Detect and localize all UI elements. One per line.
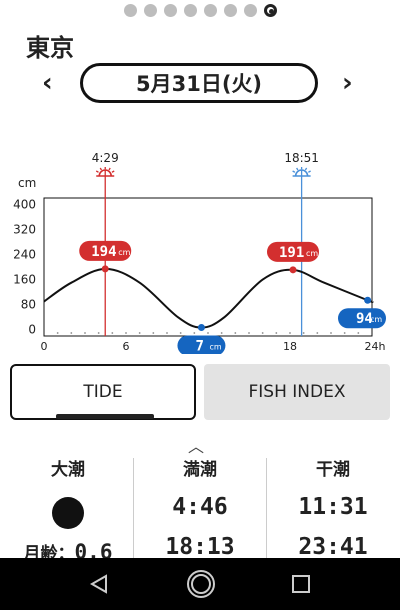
page-dot[interactable] [163,4,177,17]
page-dot[interactable] [243,4,257,17]
x-tick-label: 0 [41,340,48,353]
tide-point [101,265,109,273]
tide-point [364,296,372,304]
chevron-up-icon[interactable]: ︿ [188,437,205,456]
y-tick-label: 240 [13,247,36,261]
x-minor-tick [125,332,127,334]
column-divider [266,458,267,558]
y-tick-label: 160 [13,273,36,287]
x-minor-tick [166,332,168,334]
sunrise-time: 4:29 [92,151,119,165]
x-minor-tick [330,332,332,334]
sunset-time: 18:51 [284,151,319,165]
page-dot-active[interactable] [263,4,277,17]
low-tide-time-1: 11:31 [298,494,368,520]
tab-fish-index[interactable]: FISH INDEX [204,364,390,420]
x-minor-tick [138,332,141,334]
x-minor-tick [207,332,209,334]
tide-value: 191 [279,245,304,261]
high-tide-label: 満潮 [183,460,217,480]
tide-type-label: 大潮 [51,460,85,480]
x-minor-tick [248,332,250,334]
tide-value: 94 [356,311,373,327]
page-dot[interactable] [223,4,237,17]
x-minor-tick [302,332,305,334]
view-tabs: TIDE FISH INDEX [10,364,390,420]
prev-date-button[interactable]: ‹ [42,68,53,98]
tide-chart: cm40032024016080006121824h4:2918:51194cm… [13,151,386,354]
x-minor-tick [70,332,73,334]
y-tick-label: 0 [28,323,36,337]
tide-value: 194 [91,244,116,260]
tide-unit: cm [118,248,130,257]
high-tide-time-1: 4:46 [172,494,228,520]
tide-unit: cm [209,343,221,352]
x-minor-tick [152,332,155,334]
x-minor-tick [234,332,237,334]
tab-tide-label: TIDE [83,382,123,402]
back-icon[interactable] [88,573,110,595]
system-nav-bar [0,558,400,610]
high-tide-badge [79,240,132,261]
y-unit-label: cm [18,176,36,190]
y-tick-label: 400 [13,197,36,211]
x-minor-tick [275,332,278,334]
high-tide-time-2: 18:13 [165,534,235,560]
next-date-button[interactable]: › [342,68,353,98]
sunrise-icon [95,167,115,177]
x-minor-tick [84,332,86,334]
x-minor-tick [97,332,100,334]
tide-point [197,324,205,332]
page-indicator [0,4,400,17]
date-selector[interactable]: 5月31日(火) [80,63,318,103]
x-minor-tick [193,332,196,334]
tab-fish-label: FISH INDEX [248,382,346,402]
column-divider [133,458,134,558]
low-tide-badge [338,308,386,329]
x-tick-label: 6 [123,340,130,353]
tide-unit: cm [306,249,318,258]
page-dot[interactable] [203,4,217,17]
x-tick-label: 18 [283,340,297,353]
tab-active-indicator [56,414,154,419]
low-tide-badge [177,335,226,354]
page-dot[interactable] [183,4,197,17]
x-minor-tick [220,332,223,334]
plot-area [43,197,373,337]
low-tide-time-2: 23:41 [298,534,368,560]
x-minor-tick [289,332,291,334]
sunset-icon [292,167,311,177]
tide-value: 7 [195,339,203,354]
x-minor-tick [111,332,114,334]
high-tide-column: 満潮 4:46 18:13 [135,455,265,560]
high-tide-badge [267,241,320,262]
low-tide-column: 干潮 11:31 23:41 [268,455,398,560]
tide-point [289,266,297,274]
x-minor-tick [179,332,182,334]
tide-type-column: 大潮 月齢：0.6 [3,455,133,564]
low-tide-label: 干潮 [316,460,350,480]
page-dot[interactable] [123,4,137,17]
date-label: 5月31日(火) [135,72,263,96]
x-minor-tick [261,332,264,334]
x-minor-tick [357,332,360,334]
x-minor-tick [343,332,346,334]
home-icon[interactable] [185,568,217,600]
y-tick-label: 320 [13,222,36,236]
page-dot[interactable] [143,4,157,17]
y-tick-label: 80 [21,298,36,312]
recent-apps-icon[interactable] [291,574,311,594]
new-moon-icon [52,497,84,529]
x-minor-tick [56,332,59,334]
x-minor-tick [316,332,319,334]
tide-unit: cm [370,315,382,324]
tab-tide[interactable]: TIDE [10,364,196,420]
x-tick-label: 24h [365,340,386,353]
city-title: 東京 [26,34,74,62]
